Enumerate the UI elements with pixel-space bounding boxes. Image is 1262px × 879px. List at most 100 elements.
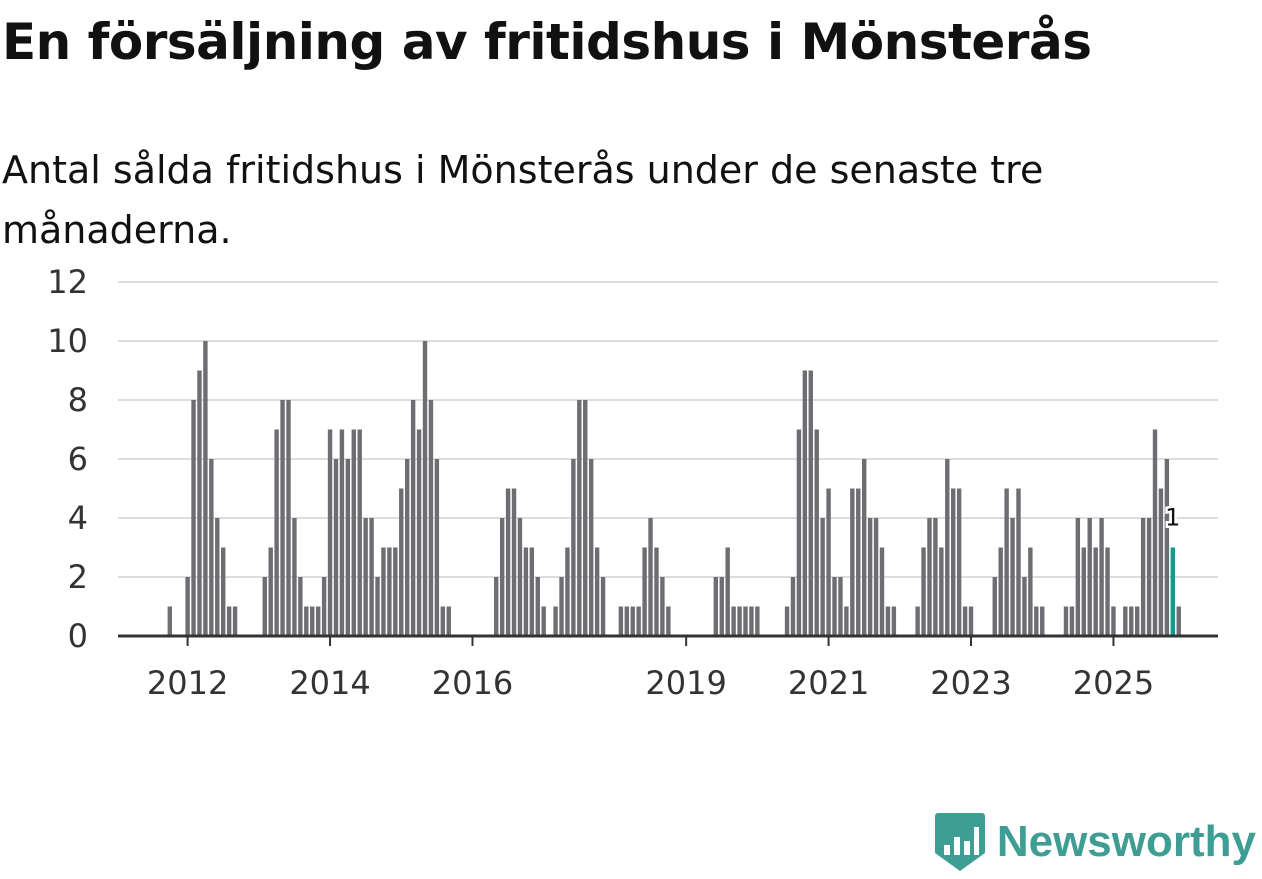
bar [185,577,190,636]
x-tick-label: 2016 [432,664,513,702]
bar [315,606,321,636]
bar [345,459,351,636]
bar [167,606,172,636]
bar [535,577,540,636]
bar [915,606,920,636]
bar [416,429,422,636]
bar [304,606,309,636]
bar [505,488,511,636]
bar [1093,547,1098,636]
bar [523,547,529,636]
bar [891,606,897,636]
bar [713,577,719,636]
bar [867,518,873,636]
bar [808,370,813,636]
bar [921,547,926,636]
bar [1135,606,1140,636]
bar [215,518,220,636]
y-tick-label: 0 [68,617,88,655]
bar [280,400,285,636]
bar [541,606,546,636]
x-tick-label: 2021 [788,664,869,702]
bar [381,547,386,636]
bar [203,341,208,636]
x-tick-label: 2023 [930,664,1011,702]
bar [1010,518,1015,636]
bar [731,606,736,636]
bar [221,547,226,636]
bar-highlight [1170,547,1176,636]
bar [1129,606,1134,636]
bar [268,547,273,636]
bar [446,606,451,636]
bar [648,518,653,636]
bar [1004,488,1009,636]
bar [410,400,416,636]
bar [968,606,974,636]
y-tick-label: 12 [47,263,88,301]
bar [962,606,968,636]
chart-subtitle: Antal sålda fritidshus i Mönsterås under… [2,148,1044,252]
bars [167,341,1181,636]
bar [1105,547,1110,636]
y-tick-label: 10 [47,322,88,360]
bar [784,606,790,636]
bar [387,547,392,636]
bar [571,459,576,636]
bar [333,459,339,636]
y-tick-label: 8 [68,381,88,419]
bar [274,429,279,636]
bar [553,606,558,636]
bar [618,606,624,636]
bar [1123,606,1128,636]
bar [232,606,238,636]
bar [428,400,434,636]
bar [517,518,523,636]
bar [725,547,730,636]
chart-title: En försäljning av fritidshus i Mönsterås [2,13,1092,71]
bar [440,606,446,636]
bar [1146,518,1152,636]
gridlines [118,281,1218,578]
bar [357,429,362,636]
bar [660,577,665,636]
bar [310,606,315,636]
bar [749,606,754,636]
bar [814,429,819,636]
bar [850,488,855,636]
bar [363,518,368,636]
x-axis-labels: 2012 2014 2016 2019 2021 2023 2025 [147,664,1154,702]
bar [790,577,796,636]
bar [1099,518,1104,636]
bar [197,370,202,636]
bar [796,429,802,636]
y-axis-labels: 0 2 4 6 8 10 12 [47,263,88,655]
y-tick-label: 6 [68,440,88,478]
bar [1164,459,1170,636]
bar [1034,606,1039,636]
bar [802,370,808,636]
bar [298,577,303,636]
bar [1158,488,1164,636]
bar [434,459,440,636]
bar [286,400,291,636]
bar [945,459,950,636]
bar [1087,518,1092,636]
bar [191,400,196,636]
newsworthy-logo: Newsworthy [934,813,1256,871]
bar [600,577,606,636]
bar [1040,606,1045,636]
bar [226,606,232,636]
bar [927,518,932,636]
bar [399,488,404,636]
bar [1176,606,1181,636]
bar [755,606,760,636]
bar [583,400,588,636]
bar [422,341,428,636]
brand-name: Newsworthy [996,817,1256,866]
bar [292,518,297,636]
bar [1081,547,1086,636]
bar [511,488,517,636]
bar [826,488,831,636]
